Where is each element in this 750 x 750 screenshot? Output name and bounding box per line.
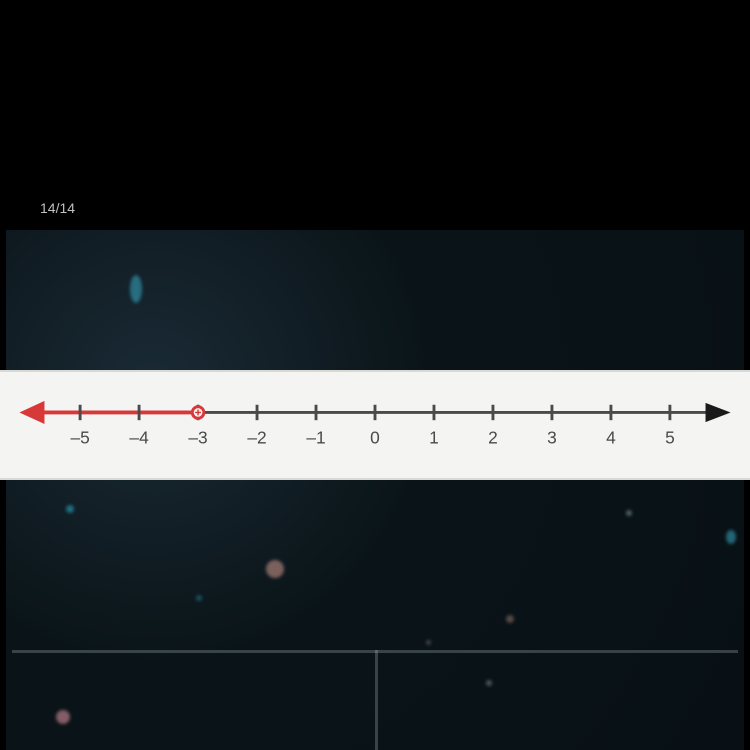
- bg-speck: [506, 615, 514, 623]
- svg-text:–4: –4: [129, 427, 149, 447]
- grid-vertical: [375, 650, 378, 750]
- svg-text:4: 4: [606, 427, 616, 447]
- counter-total: 14: [59, 200, 75, 216]
- svg-text:–5: –5: [70, 427, 89, 447]
- bg-speck: [56, 710, 70, 724]
- bg-speck: [266, 560, 284, 578]
- numberline-panel: –5 –4 –3 –2 –1 0 1 2 3 4 5: [0, 370, 750, 480]
- bg-speck: [130, 275, 142, 303]
- bg-speck: [426, 640, 431, 645]
- bg-speck: [196, 595, 202, 601]
- bottom-grid: [12, 650, 738, 750]
- svg-text:2: 2: [488, 427, 498, 447]
- numberline: –5 –4 –3 –2 –1 0 1 2 3 4 5: [0, 372, 750, 478]
- bg-speck: [66, 505, 74, 513]
- svg-text:0: 0: [370, 427, 380, 447]
- svg-text:–3: –3: [188, 427, 207, 447]
- bg-speck: [486, 680, 492, 686]
- bg-speck: [726, 530, 736, 544]
- svg-text:–1: –1: [306, 427, 325, 447]
- bg-speck: [626, 510, 632, 516]
- counter-current: 14: [40, 200, 56, 216]
- dark-background: [6, 230, 744, 750]
- svg-text:–2: –2: [247, 427, 266, 447]
- svg-text:3: 3: [547, 427, 557, 447]
- top-black-bar: [0, 0, 750, 230]
- svg-text:1: 1: [429, 427, 439, 447]
- page-counter: 14/14: [40, 200, 75, 216]
- svg-text:5: 5: [665, 427, 675, 447]
